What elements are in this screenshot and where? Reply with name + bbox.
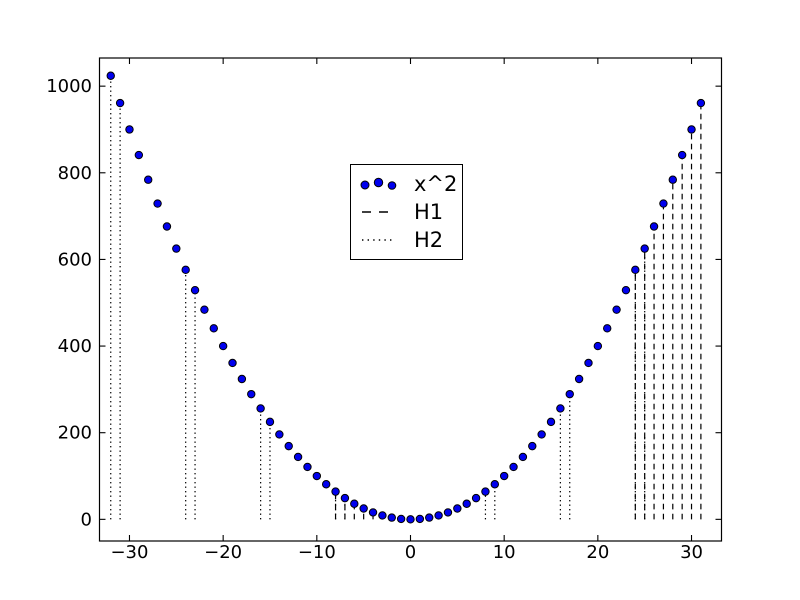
data-point <box>172 244 181 253</box>
data-point <box>396 514 406 524</box>
data-point <box>368 508 378 517</box>
legend-entry-h2: H2 <box>351 226 462 254</box>
data-point <box>425 513 434 522</box>
data-point <box>434 511 443 520</box>
data-point <box>115 98 125 108</box>
legend: x^2 H1 H2 <box>350 164 463 260</box>
data-point <box>574 374 584 384</box>
data-point <box>340 493 350 503</box>
legend-label-h1: H1 <box>414 199 444 224</box>
data-point <box>649 222 659 231</box>
data-point <box>462 499 471 508</box>
data-point <box>106 71 115 80</box>
x-tick-label: 30 <box>680 542 703 563</box>
legend-label-h2: H2 <box>414 227 444 252</box>
data-point <box>134 150 144 160</box>
data-point <box>265 417 275 427</box>
x-tick-label: 0 <box>405 542 416 563</box>
data-point <box>218 341 228 351</box>
data-point <box>696 98 706 108</box>
axis-ticks <box>99 58 722 541</box>
data-point <box>247 389 256 399</box>
data-point <box>237 374 247 384</box>
data-point <box>537 430 546 439</box>
data-point <box>350 499 359 508</box>
data-point <box>359 504 368 513</box>
data-point <box>200 305 209 314</box>
legend-entry-x2: x^2 <box>351 170 462 198</box>
data-point <box>162 222 172 231</box>
data-point <box>153 199 162 208</box>
data-point <box>668 175 677 184</box>
tick-labels: −30 −20 −10 0 10 20 30 0 200 400 600 800 1000 <box>46 76 703 563</box>
legend-label-x2: x^2 <box>414 171 458 196</box>
legend-entry-h1: H1 <box>351 198 462 226</box>
data-point <box>331 487 340 496</box>
data-point <box>275 430 284 439</box>
data-point <box>190 285 200 295</box>
dotted-line-icon <box>362 239 394 241</box>
data-point <box>528 441 537 451</box>
data-point <box>303 462 312 472</box>
data-point <box>378 511 387 520</box>
data-point <box>565 389 574 399</box>
axes-frame <box>98 57 723 542</box>
data-point <box>471 493 481 503</box>
data-point <box>612 305 621 314</box>
h2-vlines <box>110 75 646 520</box>
data-point <box>453 504 462 513</box>
data-point <box>546 417 556 427</box>
data-point <box>631 265 640 275</box>
data-point <box>593 341 603 351</box>
x-tick-label: 10 <box>493 542 516 563</box>
data-point <box>490 480 500 489</box>
data-point <box>256 404 265 413</box>
x-tick-label: −20 <box>204 542 242 563</box>
data-point <box>321 480 331 489</box>
data-point <box>406 515 415 524</box>
data-point <box>181 265 190 275</box>
dashed-line-icon <box>362 211 391 213</box>
data-point <box>509 462 518 472</box>
data-point <box>209 324 218 333</box>
data-point <box>556 404 565 413</box>
scatter-dots-icon <box>360 177 397 190</box>
data-point <box>687 125 696 134</box>
y-tick-label: 400 <box>58 336 92 357</box>
x-tick-label: −10 <box>298 542 336 563</box>
y-tick-label: 1000 <box>46 76 92 97</box>
data-point <box>603 324 612 333</box>
x-tick-label: 20 <box>586 542 609 563</box>
y-tick-label: 600 <box>58 249 92 270</box>
y-tick-label: 0 <box>81 509 92 530</box>
data-point <box>144 175 153 184</box>
scatter-series <box>106 71 706 524</box>
data-point <box>387 513 396 522</box>
data-point <box>584 358 593 368</box>
x-tick-label: −30 <box>110 542 148 563</box>
data-point <box>659 199 668 208</box>
data-point <box>312 471 322 481</box>
y-tick-label: 800 <box>58 163 92 184</box>
data-point <box>481 487 490 496</box>
data-point <box>415 514 425 524</box>
data-point <box>499 471 509 481</box>
y-tick-label: 200 <box>58 423 92 444</box>
data-point <box>518 452 528 462</box>
data-point <box>640 244 649 253</box>
data-point <box>284 441 293 451</box>
data-point <box>677 150 687 160</box>
data-point <box>293 452 303 462</box>
data-point <box>443 508 453 517</box>
data-point <box>621 285 631 295</box>
data-point <box>228 358 237 368</box>
data-point <box>125 125 134 134</box>
